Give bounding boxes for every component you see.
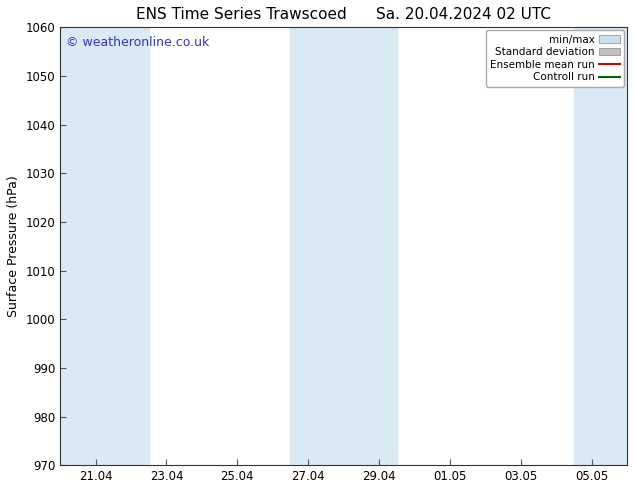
Bar <box>60 27 113 465</box>
Bar <box>113 27 149 465</box>
Text: © weatheronline.co.uk: © weatheronline.co.uk <box>66 36 209 49</box>
Bar <box>361 27 397 465</box>
Legend: min/max, Standard deviation, Ensemble mean run, Controll run: min/max, Standard deviation, Ensemble me… <box>486 30 624 87</box>
Bar <box>574 27 627 465</box>
Title: ENS Time Series Trawscoed      Sa. 20.04.2024 02 UTC: ENS Time Series Trawscoed Sa. 20.04.2024… <box>136 7 551 22</box>
Bar <box>290 27 361 465</box>
Y-axis label: Surface Pressure (hPa): Surface Pressure (hPa) <box>7 175 20 317</box>
